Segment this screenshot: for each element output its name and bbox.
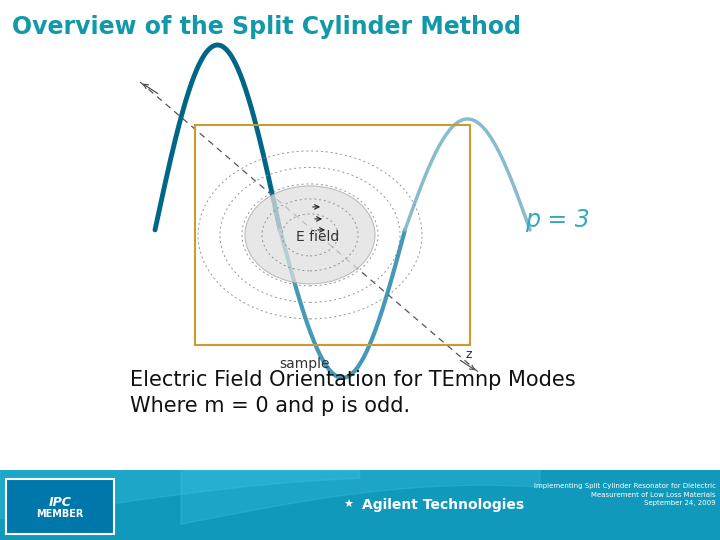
Text: z: z xyxy=(466,348,472,361)
Text: MEMBER: MEMBER xyxy=(36,509,84,519)
Ellipse shape xyxy=(245,186,375,284)
Text: Electric Field Orientation for TEmnp Modes: Electric Field Orientation for TEmnp Mod… xyxy=(130,370,575,390)
Text: IPC: IPC xyxy=(48,496,71,509)
Text: E field: E field xyxy=(297,230,340,244)
Text: Agilent Technologies: Agilent Technologies xyxy=(362,498,524,512)
Bar xyxy=(195,125,470,345)
Text: p = 3: p = 3 xyxy=(525,208,590,232)
Bar xyxy=(6,479,114,534)
Text: ★: ★ xyxy=(343,500,353,510)
Text: sample: sample xyxy=(280,357,330,371)
Text: Implementing Split Cylinder Resonator for Dielectric
Measurement of Low Loss Mat: Implementing Split Cylinder Resonator fo… xyxy=(534,483,716,507)
Text: Where m = 0 and p is odd.: Where m = 0 and p is odd. xyxy=(130,396,410,416)
Text: Overview of the Split Cylinder Method: Overview of the Split Cylinder Method xyxy=(12,15,521,39)
